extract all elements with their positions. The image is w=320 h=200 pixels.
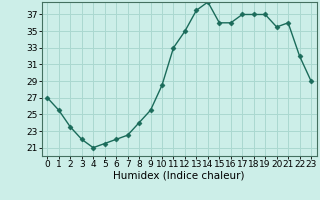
X-axis label: Humidex (Indice chaleur): Humidex (Indice chaleur) (114, 171, 245, 181)
